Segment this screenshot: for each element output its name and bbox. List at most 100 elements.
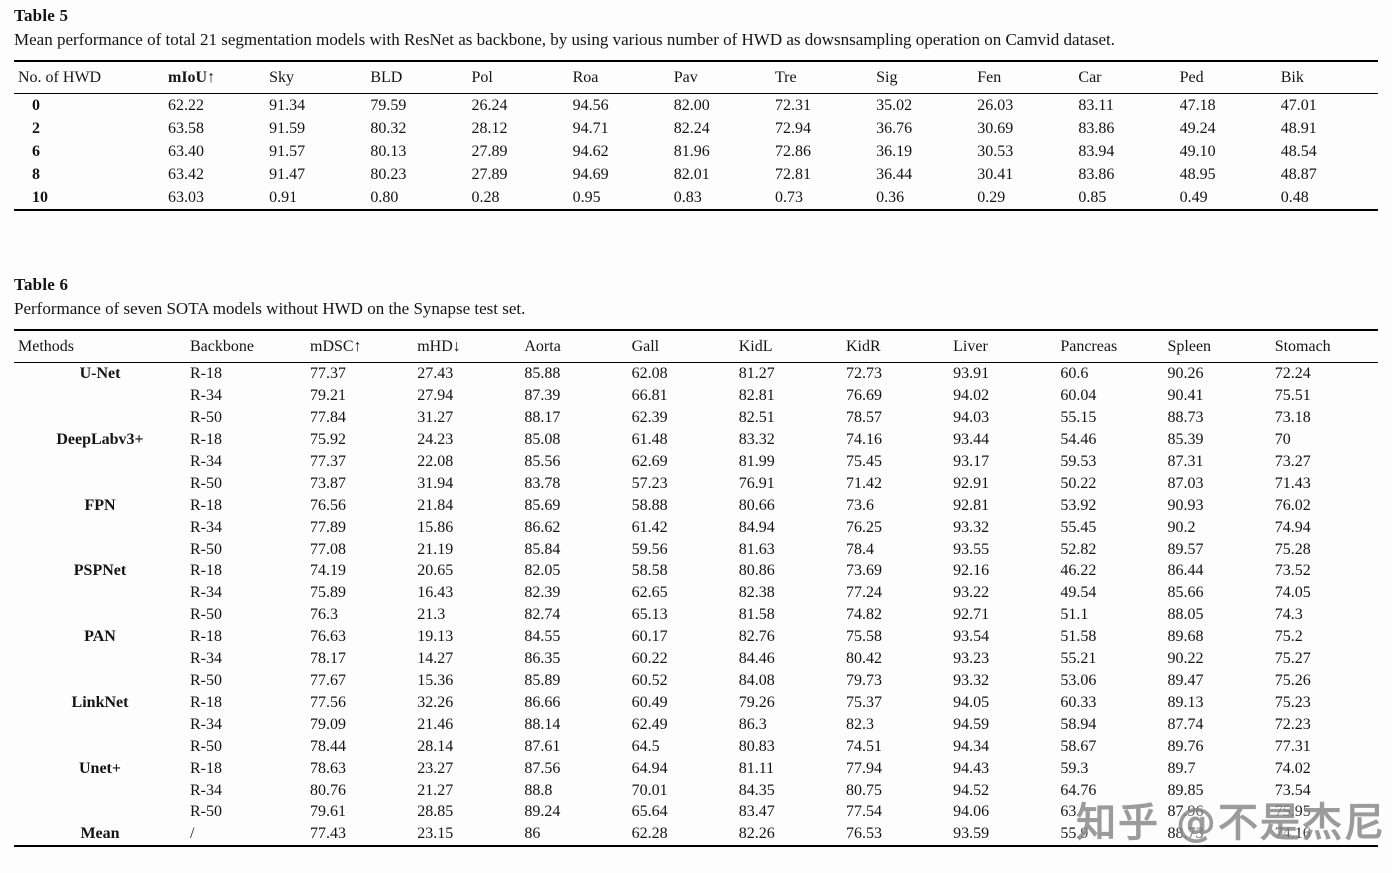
table-cell: 80.83 — [738, 737, 775, 755]
table-cell: 82.00 — [673, 96, 710, 114]
table-row: Mean / 77.43 23.15 86 62.28 82.26 76.53 93.59 55.… — [14, 823, 1378, 846]
table-cell: 81.27 — [738, 365, 775, 383]
table-cell: 20.65 — [417, 562, 454, 580]
table-cell: 30.41 — [977, 165, 1014, 183]
table-cell: 82.38 — [738, 584, 775, 602]
table-cell: 75.92 — [310, 431, 346, 449]
table-row: R-50 78.44 28.14 87.61 64.5 80.83 74.51 94.34 58… — [14, 736, 1378, 758]
table-cell: 81.11 — [738, 759, 775, 777]
table-cell: 19.13 — [417, 628, 454, 646]
table-cell: 77.43 — [310, 825, 346, 843]
column-header: Sky — [265, 61, 367, 95]
table-cell: 89.13 — [1167, 693, 1204, 711]
table-cell: 83.78 — [524, 474, 561, 492]
table-cell: 62.65 — [631, 584, 668, 602]
table-cell: 83.32 — [738, 431, 775, 449]
column-header: mDSC↑ — [306, 329, 414, 364]
table-cell: 75.27 — [1274, 650, 1311, 668]
table-cell: 94.03 — [953, 409, 990, 427]
table-cell: 94.59 — [953, 715, 990, 733]
table-cell: 74.3 — [1274, 606, 1303, 624]
table-cell: 63.40 — [168, 142, 204, 160]
table-cell: 21.46 — [417, 715, 454, 733]
table-cell: 60.22 — [631, 650, 668, 668]
table-cell: 80.42 — [845, 650, 882, 668]
table-cell: 6 — [32, 142, 40, 160]
table-cell: 80.76 — [310, 781, 346, 799]
table-cell: 89.57 — [1167, 540, 1204, 558]
table-cell: 73.54 — [1274, 781, 1311, 799]
table-cell: 47.01 — [1280, 96, 1317, 114]
table-cell: 82.74 — [524, 606, 561, 624]
table-cell: 82.51 — [738, 409, 775, 427]
column-header: No. of HWD — [14, 61, 164, 95]
table-cell: 0.29 — [977, 188, 1006, 206]
table-cell — [14, 539, 186, 561]
table-cell: 77.89 — [310, 518, 346, 536]
column-header: Methods — [14, 329, 186, 364]
table-cell: 72.31 — [774, 96, 811, 114]
table-cell: 23.15 — [417, 825, 454, 843]
table-cell: 93.55 — [953, 540, 990, 558]
table-cell: R-50 — [190, 540, 222, 558]
table-cell: R-50 — [190, 474, 222, 492]
table-cell: 74.02 — [1274, 759, 1311, 777]
table-cell: 82.05 — [524, 562, 561, 580]
table-cell: 76.91 — [738, 474, 775, 492]
table-cell: 70.01 — [631, 781, 668, 799]
table-row: PSPNet R-18 74.19 20.65 82.05 58.58 80.86 73.69… — [14, 560, 1378, 582]
table-cell: 75.23 — [1274, 693, 1311, 711]
table-cell: R-34 — [190, 518, 222, 536]
table-cell: 77.08 — [310, 540, 346, 558]
table-cell: 78.57 — [845, 409, 882, 427]
table-cell: 76.63 — [310, 628, 346, 646]
table-cell: 30.53 — [977, 142, 1014, 160]
table-row: 6 63.40 91.57 80.13 27.89 94.62 81.96 72.86 36.1… — [14, 140, 1378, 163]
table-cell: 94.34 — [953, 737, 990, 755]
table-cell: 64.5 — [631, 737, 660, 755]
table-cell: PSPNet — [73, 562, 127, 580]
table-cell: 75.2 — [1274, 628, 1303, 646]
table-cell: 93.59 — [953, 825, 990, 843]
table-cell: 87.31 — [1167, 452, 1204, 470]
table-cell — [14, 473, 186, 495]
table-cell: 81.58 — [738, 606, 775, 624]
table-row: R-34 77.37 22.08 85.56 62.69 81.99 75.45 93.17 5… — [14, 451, 1378, 473]
table-cell: 75.26 — [1274, 672, 1311, 689]
table-cell: FPN — [84, 496, 116, 514]
table-cell: / — [190, 825, 195, 843]
table-cell: 77.67 — [310, 672, 346, 689]
table-cell: 81.63 — [738, 540, 775, 558]
table-cell: 82.26 — [738, 825, 775, 843]
table-cell: 73.18 — [1274, 409, 1311, 427]
table-cell: 2 — [32, 119, 40, 137]
table-cell: 60.17 — [631, 628, 668, 646]
table-cell: 55.9 — [1060, 825, 1089, 843]
table-cell: 93.32 — [953, 518, 990, 536]
table-cell: 90.22 — [1167, 650, 1204, 668]
table-row: R-50 79.61 28.85 89.24 65.64 83.47 77.54 94.06 6… — [14, 801, 1378, 823]
table-row: U-Net R-18 77.37 27.43 85.88 62.08 81.27 72.73 9… — [14, 363, 1378, 385]
table-cell: 84.55 — [524, 628, 561, 646]
table-cell: R-50 — [190, 409, 222, 427]
table-cell — [14, 801, 186, 823]
table-cell: 83.47 — [738, 803, 775, 821]
table-cell: 93.17 — [953, 452, 990, 470]
column-header: Aorta — [520, 329, 628, 364]
table-row: 0 62.22 91.34 79.59 26.24 94.56 82.00 72.31 35.0… — [14, 94, 1378, 117]
column-header: Bik — [1276, 61, 1378, 95]
table-cell: 77.37 — [310, 365, 346, 383]
table-cell: 85.84 — [524, 540, 561, 558]
table-cell: 62.08 — [631, 365, 668, 383]
table-cell — [14, 407, 186, 429]
table-cell: 0.49 — [1179, 188, 1208, 206]
table-cell: 63.03 — [168, 188, 204, 206]
table-cell: 0.28 — [471, 188, 500, 206]
table-cell: 53.92 — [1060, 496, 1097, 514]
table-cell: 87.39 — [524, 387, 561, 405]
table-cell: 94.06 — [953, 803, 990, 821]
table-cell: 86.3 — [738, 715, 767, 733]
table-cell — [14, 451, 186, 473]
table-cell: 16.43 — [417, 584, 454, 602]
table-cell: 0.83 — [673, 188, 702, 206]
